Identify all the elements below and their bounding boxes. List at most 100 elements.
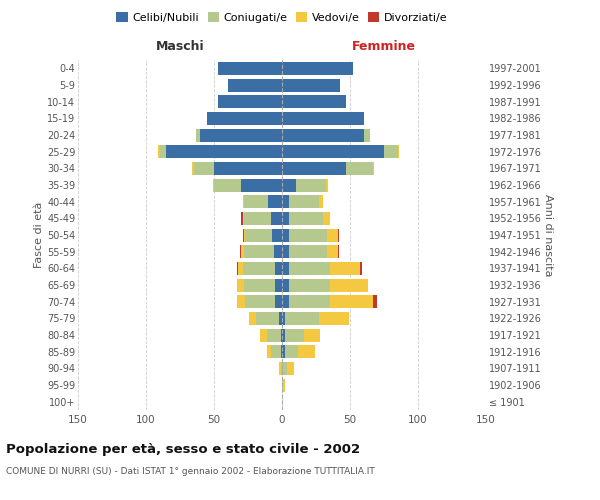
Bar — [329, 278, 368, 291]
Bar — [282, 178, 296, 192]
Bar — [241, 212, 242, 225]
Bar — [271, 212, 282, 225]
Bar — [384, 145, 398, 158]
Bar — [285, 312, 319, 325]
Text: COMUNE DI NURRI (SU) - Dati ISTAT 1° gennaio 2002 - Elaborazione TUTTITALIA.IT: COMUNE DI NURRI (SU) - Dati ISTAT 1° gen… — [6, 468, 375, 476]
Bar — [298, 345, 314, 358]
Bar — [319, 312, 349, 325]
Bar — [227, 78, 282, 92]
Bar — [275, 278, 282, 291]
Bar — [244, 212, 271, 225]
Bar — [282, 362, 287, 375]
Bar — [245, 295, 275, 308]
Bar — [196, 128, 200, 141]
Bar — [200, 128, 282, 141]
Bar — [281, 345, 282, 358]
Bar — [242, 228, 244, 241]
Bar — [244, 195, 268, 208]
Bar — [289, 212, 323, 225]
Bar — [289, 195, 319, 208]
Bar — [364, 128, 370, 141]
Bar — [283, 378, 285, 392]
Bar — [244, 245, 274, 258]
Text: Femmine: Femmine — [352, 40, 416, 54]
Bar — [282, 95, 346, 108]
Bar — [241, 178, 282, 192]
Bar — [323, 212, 329, 225]
Text: Maschi: Maschi — [155, 40, 205, 54]
Bar — [160, 145, 166, 158]
Bar — [281, 362, 282, 375]
Bar — [282, 145, 384, 158]
Bar — [373, 162, 374, 175]
Bar — [242, 212, 244, 225]
Bar — [250, 312, 256, 325]
Bar — [282, 328, 285, 342]
Bar — [282, 78, 340, 92]
Bar — [166, 145, 282, 158]
Bar — [282, 112, 364, 125]
Bar — [296, 178, 326, 192]
Bar — [214, 162, 282, 175]
Bar — [282, 262, 289, 275]
Text: Popolazione per età, sesso e stato civile - 2002: Popolazione per età, sesso e stato civil… — [6, 442, 360, 456]
Bar — [289, 262, 329, 275]
Bar — [272, 228, 282, 241]
Bar — [346, 162, 373, 175]
Bar — [289, 245, 327, 258]
Y-axis label: Fasce di età: Fasce di età — [34, 202, 44, 268]
Bar — [282, 228, 289, 241]
Bar — [245, 228, 272, 241]
Bar — [327, 245, 338, 258]
Bar — [260, 328, 267, 342]
Bar — [289, 295, 329, 308]
Bar — [327, 228, 338, 241]
Bar — [242, 262, 275, 275]
Bar — [282, 312, 285, 325]
Bar — [359, 262, 362, 275]
Bar — [282, 162, 346, 175]
Bar — [282, 212, 289, 225]
Y-axis label: Anni di nascita: Anni di nascita — [543, 194, 553, 276]
Bar — [237, 262, 238, 275]
Bar — [237, 295, 245, 308]
Bar — [285, 345, 298, 358]
Bar — [282, 128, 364, 141]
Bar — [282, 345, 285, 358]
Bar — [214, 178, 241, 192]
Bar — [282, 295, 289, 308]
Bar — [192, 162, 194, 175]
Bar — [282, 278, 289, 291]
Bar — [282, 378, 283, 392]
Bar — [237, 278, 244, 291]
Bar — [212, 178, 214, 192]
Bar — [329, 262, 359, 275]
Bar — [373, 295, 377, 308]
Bar — [285, 328, 304, 342]
Bar — [244, 278, 275, 291]
Bar — [238, 262, 242, 275]
Bar — [268, 195, 282, 208]
Bar — [329, 295, 373, 308]
Bar — [274, 245, 282, 258]
Bar — [267, 328, 281, 342]
Bar — [244, 228, 245, 241]
Bar — [289, 228, 327, 241]
Bar — [279, 312, 282, 325]
Bar — [241, 245, 244, 258]
Bar — [267, 345, 271, 358]
Bar — [158, 145, 160, 158]
Bar — [279, 362, 281, 375]
Bar — [281, 328, 282, 342]
Bar — [338, 228, 339, 241]
Bar — [275, 295, 282, 308]
Bar — [256, 312, 279, 325]
Bar — [287, 362, 294, 375]
Legend: Celibi/Nubili, Coniugati/e, Vedovi/e, Divorziati/e: Celibi/Nubili, Coniugati/e, Vedovi/e, Di… — [112, 8, 452, 28]
Bar — [240, 245, 241, 258]
Bar — [289, 278, 329, 291]
Bar — [194, 162, 214, 175]
Bar — [242, 195, 244, 208]
Bar — [319, 195, 323, 208]
Bar — [304, 328, 320, 342]
